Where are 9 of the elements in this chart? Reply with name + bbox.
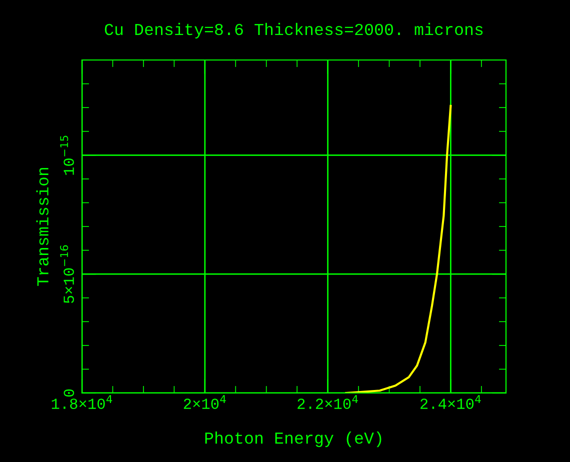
y-tick-label: 10$^{−15}$ [60, 136, 74, 175]
x-tick-label: 2.2×10$^{4}$ [298, 395, 358, 409]
y-axis-title: Transmission [36, 168, 48, 286]
x-axis-title: Photon Energy (eV) [205, 432, 382, 448]
x-tick-label: 2.4×10$^{4}$ [420, 395, 481, 409]
chart-title: Cu Density=8.6 Thickness=2000. microns [104, 22, 483, 38]
y-tick-label: 0 [64, 389, 74, 397]
x-tick-label: 2×10$^{4}$ [184, 395, 226, 409]
y-tick-label: 5×10$^{−16}$ [60, 245, 74, 304]
